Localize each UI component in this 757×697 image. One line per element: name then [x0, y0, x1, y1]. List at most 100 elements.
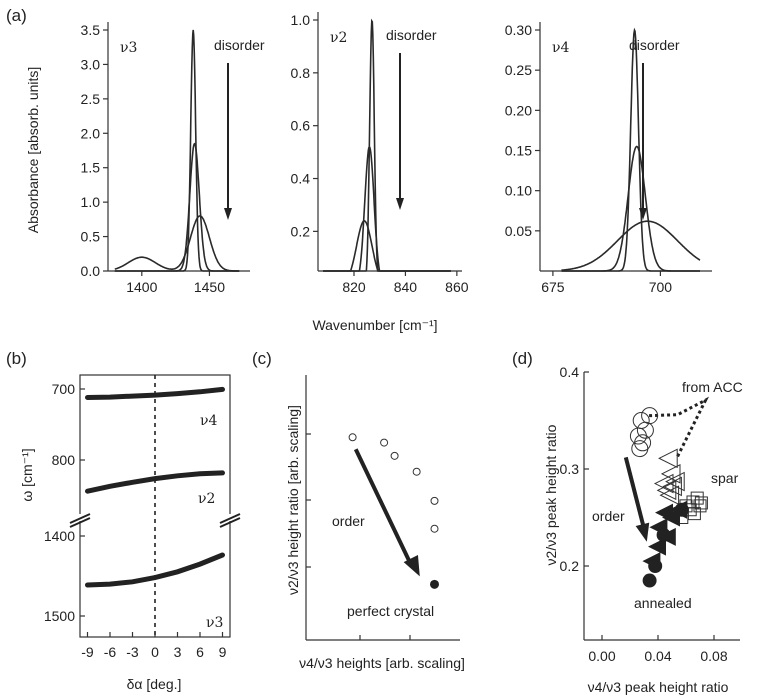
filled-triangle-marker: [662, 508, 680, 527]
panel-b-xlabel: δα [deg.]: [127, 676, 182, 692]
open-triangle-marker: [656, 480, 677, 501]
panel-b-ylabel: ω [cm⁻¹]: [19, 448, 35, 501]
open-circle-marker: [380, 438, 389, 447]
filled-circle-marker: [674, 502, 689, 517]
y-tick-label: 0.3: [560, 461, 580, 477]
open-circle-marker: [412, 467, 421, 476]
panel-d-label: (d): [512, 349, 533, 368]
y-tick-label: 0.0: [81, 263, 101, 279]
x-tick-label: -6: [104, 644, 117, 660]
acc-dotted-line: [648, 396, 709, 458]
filled-circle-marker: [656, 527, 671, 542]
perfect-crystal-marker: [430, 579, 439, 589]
open-square-marker: [690, 491, 704, 505]
open-circle-marker: [430, 496, 439, 505]
y-tick-label: 0.5: [81, 229, 101, 245]
y-tick-label: 0.4: [291, 171, 311, 187]
open-triangle-marker: [653, 473, 674, 494]
spectrum-curve-1: [114, 29, 240, 272]
y-tick-label: 3.5: [81, 22, 101, 38]
panel-a-xlabel: Wavenumber [cm⁻¹]: [312, 317, 437, 333]
order-label: order: [592, 508, 625, 524]
filled-circle-marker: [642, 573, 657, 588]
disorder-label: disorder: [386, 27, 437, 43]
panel-a-ylabel: Absorbance [absorb. units]: [25, 67, 41, 234]
y-tick-label: 800: [52, 452, 76, 468]
open-triangle-marker: [665, 471, 685, 492]
filled-circle-marker: [648, 559, 663, 573]
x-tick-label: 0.04: [644, 648, 671, 664]
dispersion-ν4: [85, 386, 225, 400]
mode-label: ν4: [552, 40, 570, 56]
x-tick-label: -9: [81, 644, 94, 660]
axis-break-mark: [69, 517, 91, 528]
y-tick-label: 0.30: [505, 22, 532, 38]
open-square-marker: [694, 496, 708, 510]
open-triangle-marker: [660, 464, 681, 484]
axis-break-gap: [68, 514, 242, 521]
y-tick-label: 0.6: [291, 118, 311, 134]
panel-d-ylabel: ν2/ν3 peak height ratio: [543, 424, 559, 565]
mode-label: ν4: [200, 413, 218, 429]
spectrum-nu3: 0.0 0.5 1.0 1.5 2.0 2.5 3.0 3.5 1400 1450 ν3 disord…: [81, 22, 265, 295]
x-tick-label: 860: [445, 279, 469, 295]
open-circle-marker: [641, 407, 659, 425]
y-tick-label: 0.2: [291, 223, 311, 239]
y-tick-label: 0.25: [505, 62, 532, 78]
x-tick-label: 9: [219, 644, 227, 660]
open-square-marker: [693, 499, 707, 513]
x-tick-label: 700: [649, 279, 673, 295]
y-tick-label: 1400: [44, 528, 75, 544]
spectrum-curve-2: [114, 142, 240, 272]
ratio-schematic: order perfect crystal: [305, 375, 460, 641]
y-tick-label: 0.05: [505, 223, 532, 239]
y-tick-label: 3.0: [81, 56, 101, 72]
panel-c-ylabel: ν2/ν3 height ratio [arb. scaling]: [285, 405, 301, 595]
x-tick-label: 840: [394, 279, 418, 295]
spectrum-curve-3: [561, 220, 701, 271]
spectrum-curve-1: [561, 27, 700, 272]
dispersion-plot: 700 800 1400 1500 -9 -6 -3 0 3 6 9 ν4 ν2 ν3: [44, 374, 242, 660]
open-circle-marker: [390, 451, 399, 460]
panel-a-label: (a): [6, 6, 27, 25]
spectrum-nu2: 0.2 0.4 0.6 0.8 1.0 820 840 860 ν2 disorder: [291, 12, 469, 295]
x-tick-label: 0.00: [588, 648, 615, 664]
x-tick-label: 6: [196, 644, 204, 660]
dispersion-ν2: [85, 470, 225, 494]
y-tick-label: 700: [52, 381, 76, 397]
y-tick-label: 0.4: [560, 364, 580, 380]
open-triangle-marker: [662, 476, 682, 497]
disorder-arrowhead: [396, 198, 404, 210]
y-tick-label: 2.5: [81, 91, 101, 107]
y-tick-label: 1500: [44, 608, 75, 624]
disorder-arrowhead: [224, 208, 232, 220]
order-arrow: [623, 456, 646, 529]
x-tick-label: 1450: [194, 279, 225, 295]
mode-label: ν3: [120, 40, 137, 56]
x-tick-label: 3: [174, 644, 182, 660]
spectrum-curve-3: [323, 219, 451, 272]
panel-d-xlabel: ν4/ν3 peak height ratio: [588, 679, 729, 695]
perfect-crystal-label: perfect crystal: [347, 603, 434, 619]
x-tick-label: 0: [151, 644, 159, 660]
y-tick-label: 0.2: [560, 558, 580, 574]
x-tick-label: 0.08: [700, 648, 727, 664]
from-acc-label: from ACC: [682, 379, 743, 395]
disorder-arrowhead: [639, 208, 647, 220]
x-tick-label: 1400: [126, 279, 157, 295]
y-tick-label: 0.20: [505, 102, 532, 118]
y-tick-label: 1.5: [81, 160, 101, 176]
spectrum-curve-1: [323, 18, 451, 272]
y-tick-label: 1.0: [81, 194, 101, 210]
spectrum-nu4: 0.05 0.10 0.15 0.20 0.25 0.30 675 700 ν4 disorder: [505, 22, 712, 295]
ratio-scatter: 0.2 0.3 0.4 0.00 0.04 0.08 from ACC spar order an…: [560, 364, 743, 664]
x-tick-label: 820: [342, 279, 366, 295]
x-tick-label: 675: [541, 279, 565, 295]
open-triangle-marker: [658, 448, 678, 469]
spar-label: spar: [711, 470, 739, 486]
y-tick-label: 0.8: [291, 65, 311, 81]
open-circle-marker: [631, 440, 649, 458]
axis-break-mark: [219, 513, 241, 524]
y-tick-label: 1.0: [291, 12, 311, 28]
